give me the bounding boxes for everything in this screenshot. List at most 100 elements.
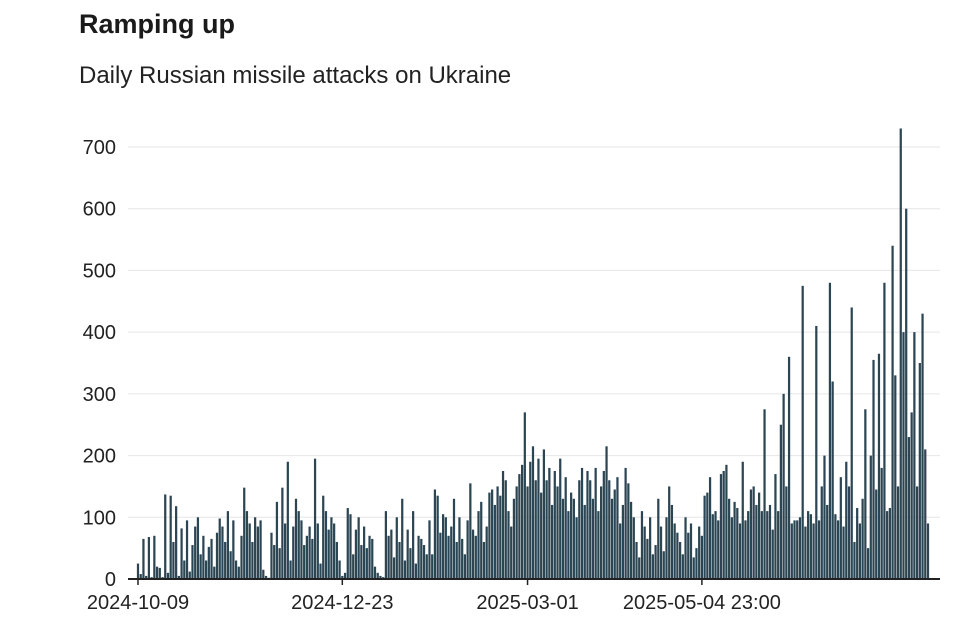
bar: [864, 409, 867, 579]
bar: [185, 520, 189, 579]
bar: [926, 523, 930, 579]
bar: [880, 467, 883, 579]
bar: [343, 572, 347, 579]
y-tick-label: 0: [105, 569, 116, 591]
bar: [807, 511, 810, 579]
bar: [725, 464, 728, 579]
bar: [158, 567, 161, 579]
bar: [243, 487, 246, 579]
bar: [333, 523, 336, 579]
bar: [823, 455, 826, 579]
bar: [221, 526, 224, 579]
bar: [537, 458, 540, 579]
bar: [910, 412, 913, 579]
bar: [567, 511, 570, 579]
bar: [853, 541, 856, 579]
bar: [616, 477, 619, 579]
bar: [183, 560, 186, 579]
bar: [894, 375, 897, 579]
bar: [422, 545, 426, 579]
bar: [254, 517, 257, 579]
bar: [172, 541, 175, 579]
bar: [447, 535, 450, 579]
bar: [262, 569, 265, 579]
bar: [594, 467, 597, 579]
chart-subtitle: Daily Russian missile attacks on Ukraine: [79, 62, 512, 89]
bar: [338, 560, 341, 579]
bar: [346, 508, 349, 579]
bar: [395, 517, 398, 579]
y-tick-label: 500: [83, 260, 116, 282]
bar: [542, 449, 546, 579]
y-tick-label: 100: [83, 507, 116, 529]
bar: [717, 520, 720, 579]
bar: [308, 526, 311, 579]
bar: [444, 517, 447, 579]
bar: [433, 489, 437, 579]
bar: [556, 486, 559, 579]
y-tick-label: 700: [83, 137, 116, 159]
bar: [226, 511, 230, 579]
bar: [659, 526, 663, 579]
bar: [589, 480, 592, 579]
bar: [646, 538, 649, 579]
bar: [365, 548, 368, 579]
bar: [708, 477, 712, 579]
bar: [877, 353, 881, 579]
bar: [175, 506, 178, 579]
bar: [349, 514, 352, 579]
bar: [523, 412, 526, 579]
bar: [845, 461, 848, 579]
bar: [883, 282, 886, 579]
bar: [191, 545, 194, 579]
bar: [166, 572, 170, 579]
bar: [899, 128, 902, 580]
bar: [224, 541, 227, 579]
bar: [534, 480, 537, 579]
bar: [649, 517, 652, 579]
bar: [869, 455, 872, 579]
bar: [275, 501, 279, 579]
bar: [747, 511, 750, 579]
bar: [812, 523, 815, 579]
bar: [273, 545, 276, 579]
bar: [771, 529, 774, 579]
bar: [376, 572, 379, 579]
bar: [155, 566, 159, 579]
bar: [872, 359, 875, 579]
bar: [796, 520, 799, 579]
bar: [466, 520, 469, 579]
bar: [458, 517, 461, 579]
bar: [496, 486, 499, 579]
bar: [531, 446, 535, 579]
bar: [839, 477, 842, 579]
bar: [461, 538, 464, 579]
bar: [330, 517, 333, 579]
bar: [706, 492, 709, 579]
bar: [491, 489, 494, 579]
bar: [564, 477, 567, 579]
bar: [608, 480, 611, 579]
bar: [902, 332, 905, 579]
bar: [842, 526, 845, 579]
bar: [915, 486, 919, 579]
bar: [774, 474, 777, 579]
bar: [303, 545, 306, 579]
gridlines: [128, 146, 940, 518]
bar: [815, 325, 818, 579]
bar: [281, 487, 284, 579]
bar: [390, 529, 393, 579]
bar: [635, 541, 638, 579]
bar: [629, 501, 633, 579]
bar: [357, 517, 360, 579]
bar: [719, 474, 723, 579]
bar: [256, 526, 259, 579]
bar: [240, 535, 243, 579]
bar: [379, 575, 382, 579]
bar: [591, 498, 595, 579]
bar: [248, 523, 251, 579]
bar: [316, 523, 319, 579]
x-tick-label: 2025-05-04 23:00: [623, 592, 781, 614]
bar: [153, 535, 156, 579]
bar: [548, 467, 551, 579]
